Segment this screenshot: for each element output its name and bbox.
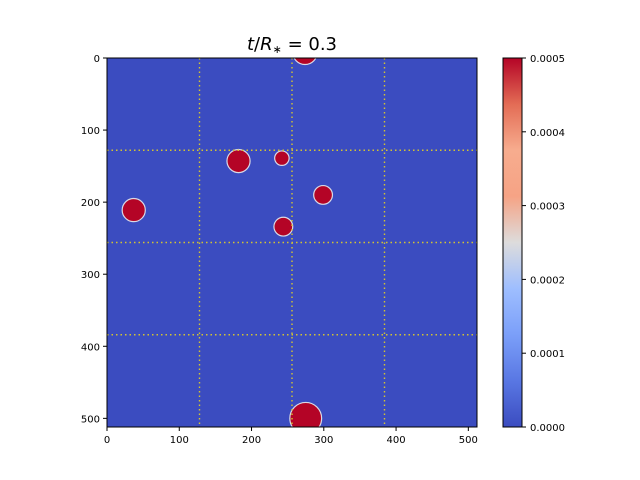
y-tick-label: 300 <box>81 270 100 281</box>
colorbar-gradient <box>502 57 523 428</box>
plot-frame <box>106 57 478 428</box>
x-tick-label: 100 <box>170 435 189 446</box>
colorbar-ticks: 0.0000 0.0001 0.0002 0.0003 0.0004 0.0005 <box>522 54 565 434</box>
y-tick-label: 100 <box>81 126 100 137</box>
x-tick-label: 300 <box>314 435 333 446</box>
title-star: ∗ <box>273 43 282 56</box>
y-tick-label: 200 <box>81 198 100 209</box>
x-tick-label: 400 <box>387 435 406 446</box>
title-t: t <box>247 34 255 55</box>
y-tick-label: 500 <box>81 414 100 425</box>
blob-2 <box>226 148 251 174</box>
colorbar-tick-label: 0.0001 <box>530 349 565 360</box>
y-axis: 0 100 200 300 400 500 <box>81 54 107 425</box>
blob-layer <box>121 58 334 427</box>
colorbar: 0.0000 0.0001 0.0002 0.0003 0.0004 0.0005 <box>502 54 565 434</box>
y-tick-label: 400 <box>81 342 100 353</box>
title-slash: / <box>254 34 261 55</box>
title-r: R <box>260 34 273 55</box>
x-axis: 0 100 200 300 400 500 <box>104 427 478 446</box>
colorbar-tick-label: 0.0005 <box>530 54 565 65</box>
colorbar-tick-label: 0.0002 <box>530 275 565 286</box>
title-value: = 0.3 <box>282 34 337 55</box>
x-tick-label: 200 <box>242 435 261 446</box>
colorbar-tick-label: 0.0000 <box>530 423 565 434</box>
colorbar-tick-label: 0.0003 <box>530 202 565 213</box>
blob-5 <box>313 184 334 205</box>
y-tick-label: 0 <box>94 54 100 65</box>
blob-6 <box>273 216 294 237</box>
x-tick-label: 0 <box>104 435 110 446</box>
x-tick-label: 500 <box>459 435 478 446</box>
blob-4 <box>121 197 146 223</box>
heatmap-plot <box>106 57 478 428</box>
colorbar-tick-label: 0.0004 <box>530 128 565 139</box>
blob-3 <box>274 150 290 167</box>
blob-7 <box>289 401 323 427</box>
chart-title: t/R∗ = 0.3 <box>247 34 337 56</box>
blob-1 <box>293 58 317 66</box>
grid-lines <box>107 58 477 427</box>
